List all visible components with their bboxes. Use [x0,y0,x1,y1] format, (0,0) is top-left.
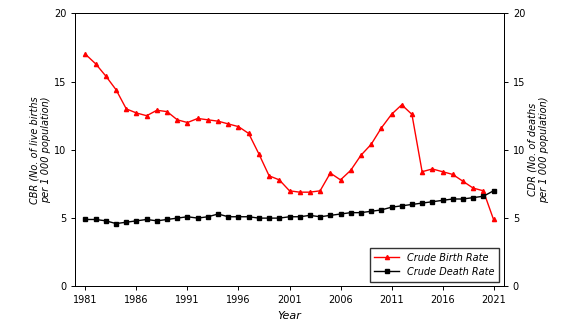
Crude Death Rate [296,215,303,219]
Crude Birth Rate [439,170,446,174]
Crude Death Rate [112,221,119,225]
Crude Death Rate [215,212,222,216]
X-axis label: Year: Year [277,311,302,321]
Crude Birth Rate [398,103,405,107]
Crude Death Rate [225,215,232,219]
Legend: Crude Birth Rate, Crude Death Rate: Crude Birth Rate, Crude Death Rate [369,248,499,281]
Crude Birth Rate [143,114,150,118]
Crude Death Rate [204,215,211,219]
Y-axis label: CDR (No. of deaths
per 1 000 population): CDR (No. of deaths per 1 000 population) [528,97,549,203]
Crude Death Rate [123,220,130,224]
Crude Death Rate [174,216,181,220]
Crude Death Rate [286,215,293,219]
Crude Birth Rate [245,132,252,136]
Crude Birth Rate [449,172,456,176]
Crude Death Rate [419,201,426,205]
Crude Birth Rate [419,170,426,174]
Crude Birth Rate [255,152,262,156]
Crude Death Rate [337,212,344,216]
Crude Birth Rate [490,217,497,221]
Crude Death Rate [235,215,242,219]
Crude Birth Rate [164,110,171,114]
Crude Birth Rate [429,167,436,171]
Line: Crude Death Rate: Crude Death Rate [83,189,496,226]
Crude Birth Rate [337,178,344,182]
Crude Birth Rate [357,153,364,157]
Crude Death Rate [347,211,354,215]
Crude Birth Rate [184,121,191,125]
Crude Birth Rate [286,189,293,193]
Crude Birth Rate [153,108,160,112]
Crude Death Rate [470,195,477,199]
Crude Death Rate [92,217,99,221]
Crude Birth Rate [327,171,334,175]
Crude Death Rate [490,189,497,193]
Crude Death Rate [439,198,446,202]
Crude Death Rate [327,213,334,217]
Crude Birth Rate [123,107,130,111]
Crude Death Rate [449,197,456,201]
Crude Death Rate [133,219,140,223]
Crude Birth Rate [82,52,89,56]
Crude Birth Rate [133,111,140,115]
Crude Birth Rate [92,62,99,66]
Crude Death Rate [82,217,89,221]
Crude Death Rate [317,215,324,219]
Crude Death Rate [480,194,487,198]
Crude Death Rate [378,208,385,212]
Crude Birth Rate [388,112,395,116]
Crude Death Rate [306,213,313,217]
Crude Birth Rate [368,143,375,147]
Crude Birth Rate [112,88,119,92]
Crude Death Rate [194,216,201,220]
Line: Crude Birth Rate: Crude Birth Rate [83,52,496,221]
Crude Birth Rate [194,117,201,121]
Crude Birth Rate [408,112,415,116]
Crude Death Rate [429,200,436,204]
Crude Death Rate [266,216,273,220]
Crude Death Rate [276,216,283,220]
Crude Birth Rate [460,179,467,183]
Crude Death Rate [398,204,405,208]
Crude Birth Rate [266,174,273,178]
Crude Death Rate [245,215,252,219]
Crude Birth Rate [276,178,283,182]
Crude Birth Rate [225,122,232,126]
Crude Death Rate [408,202,415,206]
Y-axis label: CBR (No. of live births
per 1 000 population): CBR (No. of live births per 1 000 popula… [30,96,51,204]
Crude Death Rate [388,205,395,209]
Crude Birth Rate [317,189,324,193]
Crude Birth Rate [347,168,354,172]
Crude Death Rate [153,219,160,223]
Crude Birth Rate [204,118,211,122]
Crude Death Rate [255,216,262,220]
Crude Birth Rate [174,118,181,122]
Crude Birth Rate [235,125,242,129]
Crude Death Rate [184,215,191,219]
Crude Birth Rate [306,190,313,194]
Crude Birth Rate [102,74,109,78]
Crude Birth Rate [215,119,222,123]
Crude Death Rate [164,217,171,221]
Crude Death Rate [102,219,109,223]
Crude Death Rate [460,197,467,201]
Crude Death Rate [357,211,364,215]
Crude Death Rate [143,217,150,221]
Crude Birth Rate [378,126,385,130]
Crude Birth Rate [480,189,487,193]
Crude Birth Rate [470,186,477,190]
Crude Death Rate [368,209,375,213]
Crude Birth Rate [296,190,303,194]
